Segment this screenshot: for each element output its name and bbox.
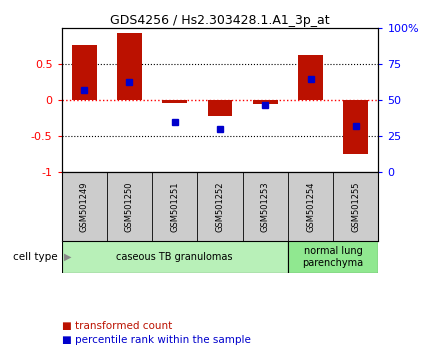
Title: GDS4256 / Hs2.303428.1.A1_3p_at: GDS4256 / Hs2.303428.1.A1_3p_at xyxy=(110,14,330,27)
Text: GSM501254: GSM501254 xyxy=(306,182,315,232)
Bar xyxy=(162,100,187,103)
Bar xyxy=(288,241,378,273)
Text: GSM501252: GSM501252 xyxy=(216,182,224,232)
Bar xyxy=(298,55,323,100)
Bar xyxy=(62,241,288,273)
Text: ■ transformed count: ■ transformed count xyxy=(62,321,172,331)
Bar xyxy=(253,100,278,104)
Text: ▶: ▶ xyxy=(64,252,71,262)
Text: GSM501250: GSM501250 xyxy=(125,182,134,232)
Text: GSM501255: GSM501255 xyxy=(351,182,360,232)
Text: GSM501251: GSM501251 xyxy=(170,182,179,232)
Text: cell type: cell type xyxy=(13,252,57,262)
Bar xyxy=(208,100,232,116)
Bar xyxy=(72,45,97,100)
Text: caseous TB granulomas: caseous TB granulomas xyxy=(117,252,233,262)
Text: normal lung
parenchyma: normal lung parenchyma xyxy=(303,246,364,268)
Bar xyxy=(117,33,142,100)
Bar xyxy=(343,100,368,154)
Text: GSM501253: GSM501253 xyxy=(261,182,270,232)
Text: GSM501249: GSM501249 xyxy=(80,182,89,232)
Text: ■ percentile rank within the sample: ■ percentile rank within the sample xyxy=(62,335,250,345)
